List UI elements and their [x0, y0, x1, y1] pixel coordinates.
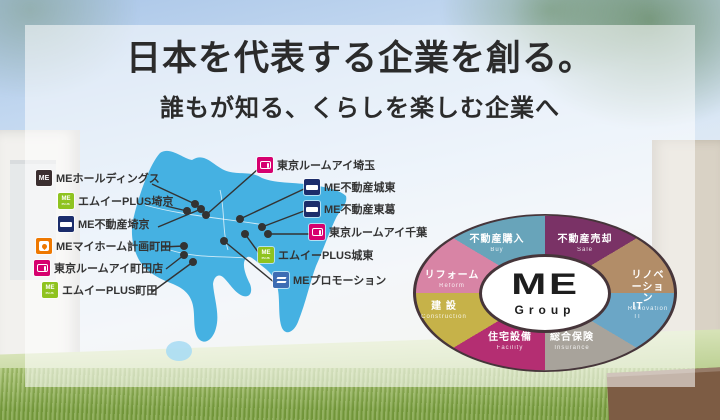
- company-label-room-i-saitama: 東京ルームアイ埼玉: [257, 157, 375, 173]
- company-label-me-holdings: ME MEホールディングス: [36, 170, 160, 186]
- page-title: 日本を代表する企業を創る。: [125, 39, 594, 78]
- company-name: 東京ルームアイ町田店: [54, 263, 164, 275]
- company-name: エムイーPLUS埼京: [78, 196, 174, 208]
- segment-renovation: リノベーション Renovation: [627, 270, 669, 312]
- me-plus-icon: ME PLUS: [58, 193, 74, 209]
- company-name: ME不動産東葛: [324, 204, 396, 216]
- page-subtitle: 誰もが知る、くらしを楽しむ企業へ: [160, 95, 560, 122]
- segment-sale: 不動産売却 Sale: [557, 234, 613, 253]
- kanto-map: [131, 150, 347, 342]
- prefecture-border: [219, 189, 229, 251]
- me-group-diagram: 不動産売却 Sale リノベーション Renovation IT IT 総合保険 Ins…: [413, 214, 677, 373]
- segment-construction: 建 設 Construction: [421, 301, 467, 320]
- me-fudosan-icon: [304, 179, 320, 195]
- segment-facility: 住宅設備 Facility: [488, 332, 532, 351]
- prefecture-border: [144, 204, 266, 226]
- company-label-me-fudosan-tokatsu: ME不動産東葛: [304, 201, 396, 217]
- company-label-me-plus-joto: ME PLUS エムイーPLUS城東: [258, 247, 373, 263]
- room-i-icon: [257, 157, 273, 173]
- segment-buy: 不動産購入 Buy: [469, 234, 525, 253]
- location-dots: [180, 200, 272, 266]
- kanto-map-shape: [131, 150, 347, 342]
- company-label-me-myhome-machida: MEマイホーム計画町田: [36, 238, 171, 254]
- room-i-icon: [34, 260, 50, 276]
- me-myhome-icon: [36, 238, 52, 254]
- company-name: MEマイホーム計画町田: [56, 241, 172, 253]
- company-name: MEプロモーション: [293, 275, 387, 287]
- me-holdings-icon: ME: [36, 170, 52, 186]
- segment-it: IT IT: [632, 301, 644, 320]
- company-name: MEホールディングス: [56, 173, 160, 185]
- company-label-me-fudosan-saikyo: ME不動産埼京: [58, 216, 150, 232]
- company-name: 東京ルームアイ埼玉: [277, 160, 376, 172]
- me-plus-icon: ME PLUS: [42, 282, 58, 298]
- headline-block: 日本を代表する企業を創る。 誰もが知る、くらしを楽しむ企業へ: [25, 38, 695, 123]
- company-label-me-plus-machida: ME PLUS エムイーPLUS町田: [42, 282, 157, 298]
- room-i-icon: [309, 224, 325, 240]
- company-label-me-promotion: MEプロモーション: [273, 272, 386, 288]
- me-promotion-icon: [273, 272, 289, 288]
- me-fudosan-icon: [304, 201, 320, 217]
- group-center-badge: ME Group: [479, 254, 611, 333]
- segment-insurance: 総合保険 Insurance: [550, 332, 594, 351]
- me-plus-icon: ME PLUS: [258, 247, 274, 263]
- company-name: エムイーPLUS城東: [278, 250, 374, 262]
- me-group-label: Group: [514, 303, 576, 317]
- company-name: ME不動産城東: [324, 182, 396, 194]
- prefecture-border: [169, 249, 247, 259]
- company-label-me-plus-saikyo: ME PLUS エムイーPLUS埼京: [58, 193, 173, 209]
- company-label-me-fudosan-joto: ME不動産城東: [304, 179, 396, 195]
- company-name: エムイーPLUS町田: [62, 285, 158, 297]
- company-name: ME不動産埼京: [78, 219, 150, 231]
- company-label-room-i-machida: 東京ルームアイ町田店: [34, 260, 163, 276]
- me-fudosan-icon: [58, 216, 74, 232]
- segment-reform: リフォーム Reform: [424, 270, 480, 289]
- group-segments-ring: [413, 214, 677, 373]
- me-logo: ME: [510, 268, 580, 301]
- company-label-room-i-chiba: 東京ルームアイ千葉: [309, 224, 427, 240]
- company-name: 東京ルームアイ千葉: [329, 227, 428, 239]
